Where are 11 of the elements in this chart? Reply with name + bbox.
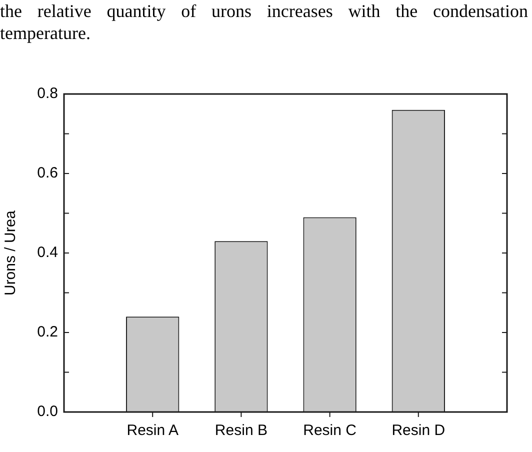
text: the relative quantity of urons increases with the condensation temperature.: [0, 0, 528, 44]
x-tick-label: Resin B: [214, 422, 268, 440]
y-axis-title: Urons / Urea: [2, 210, 20, 296]
x-tick-label: Resin D: [392, 422, 446, 440]
y-tick-label: 0.2: [37, 324, 58, 341]
y-tick-label: 0.4: [37, 244, 58, 262]
x-tick-label: Resin A: [126, 422, 178, 440]
y-tick-label: 0.8: [37, 85, 58, 102]
y-tick-label: 0.6: [37, 164, 58, 182]
x-tick-label: Resin C: [303, 422, 357, 440]
y-tick-label: 0.0: [37, 403, 58, 420]
